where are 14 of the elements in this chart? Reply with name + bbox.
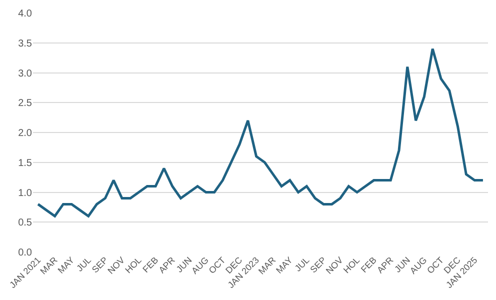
- line-series: [36, 48, 484, 218]
- y-tick-label: 2.0: [18, 128, 32, 139]
- y-tick-label: 0.5: [18, 218, 32, 229]
- y-tick-label: 1.5: [18, 158, 32, 169]
- y-tick-label: 3.5: [18, 38, 32, 50]
- y-tick-label: 4.0: [18, 8, 32, 20]
- x-tick-label: JUL: [292, 255, 312, 274]
- y-tick-label: 2.5: [18, 98, 32, 110]
- x-tick-label: HOL: [123, 255, 144, 276]
- y-tick-label: 0.0: [18, 248, 32, 258]
- y-tick-label: 3.0: [18, 68, 32, 80]
- x-tick-label: JUL: [74, 255, 94, 274]
- y-tick-label: 1.0: [18, 188, 32, 199]
- x-tick-label: FEB: [140, 255, 160, 274]
